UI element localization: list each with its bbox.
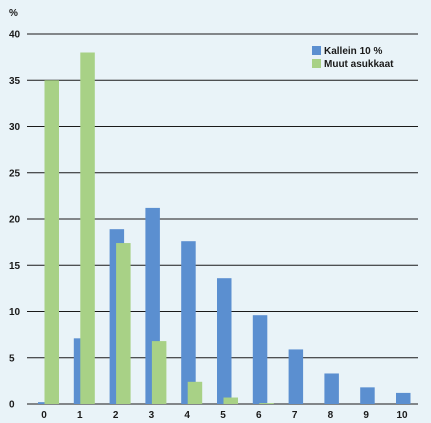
y-tick-label: 30	[9, 122, 21, 133]
y-tick-label: 35	[9, 76, 21, 87]
bar-kallein-6	[252, 315, 268, 404]
y-tick-label: 0	[9, 400, 15, 411]
bar-kallein-4	[181, 241, 196, 404]
x-tick-label: 9	[363, 410, 369, 421]
bar-kallein-9	[360, 387, 375, 404]
y-tick-label: 5	[9, 353, 15, 364]
bar-kallein-7	[288, 349, 304, 404]
y-tick-label: 40	[9, 30, 21, 41]
x-tick-label: 5	[220, 410, 226, 421]
legend-label: Kallein 10 %	[324, 46, 382, 57]
bars-layer	[38, 52, 411, 404]
legend-label: Muut asukkaat	[324, 59, 394, 70]
bar-muut-2	[116, 243, 131, 404]
legend: Kallein 10 % Muut asukkaat	[312, 46, 394, 70]
y-tick-label: 15	[9, 261, 21, 272]
y-tick-label: 20	[9, 215, 21, 226]
legend-swatch	[312, 59, 321, 68]
bar-muut-6	[259, 403, 274, 404]
x-tick-label: 10	[396, 410, 408, 421]
bar-muut-0	[44, 80, 59, 404]
y-axis-unit-label: %	[9, 8, 18, 19]
bar-kallein-5	[217, 278, 232, 404]
legend-swatch	[312, 46, 321, 55]
bar-muut-3	[151, 341, 167, 404]
x-tick-label: 1	[77, 410, 83, 421]
x-tick-label: 6	[256, 410, 262, 421]
y-tick-label: 25	[9, 168, 21, 179]
axis-layer: % 0 5 10 15 20 25 30 35 40 0 1 2 3 4 5 6 7 8 9 10	[9, 8, 408, 421]
x-tick-label: 0	[41, 410, 47, 421]
bar-kallein-10	[396, 392, 411, 404]
bar-muut-5	[223, 397, 238, 404]
x-tick-label: 8	[328, 410, 334, 421]
x-tick-label: 3	[149, 410, 155, 421]
bar-muut-4	[187, 381, 203, 404]
x-tick-label: 2	[113, 410, 119, 421]
bar-kallein-8	[324, 373, 339, 404]
bar-muut-1	[80, 52, 95, 404]
x-tick-label: 7	[292, 410, 298, 421]
y-tick-label: 10	[9, 307, 21, 318]
x-tick-label: 4	[184, 410, 190, 421]
